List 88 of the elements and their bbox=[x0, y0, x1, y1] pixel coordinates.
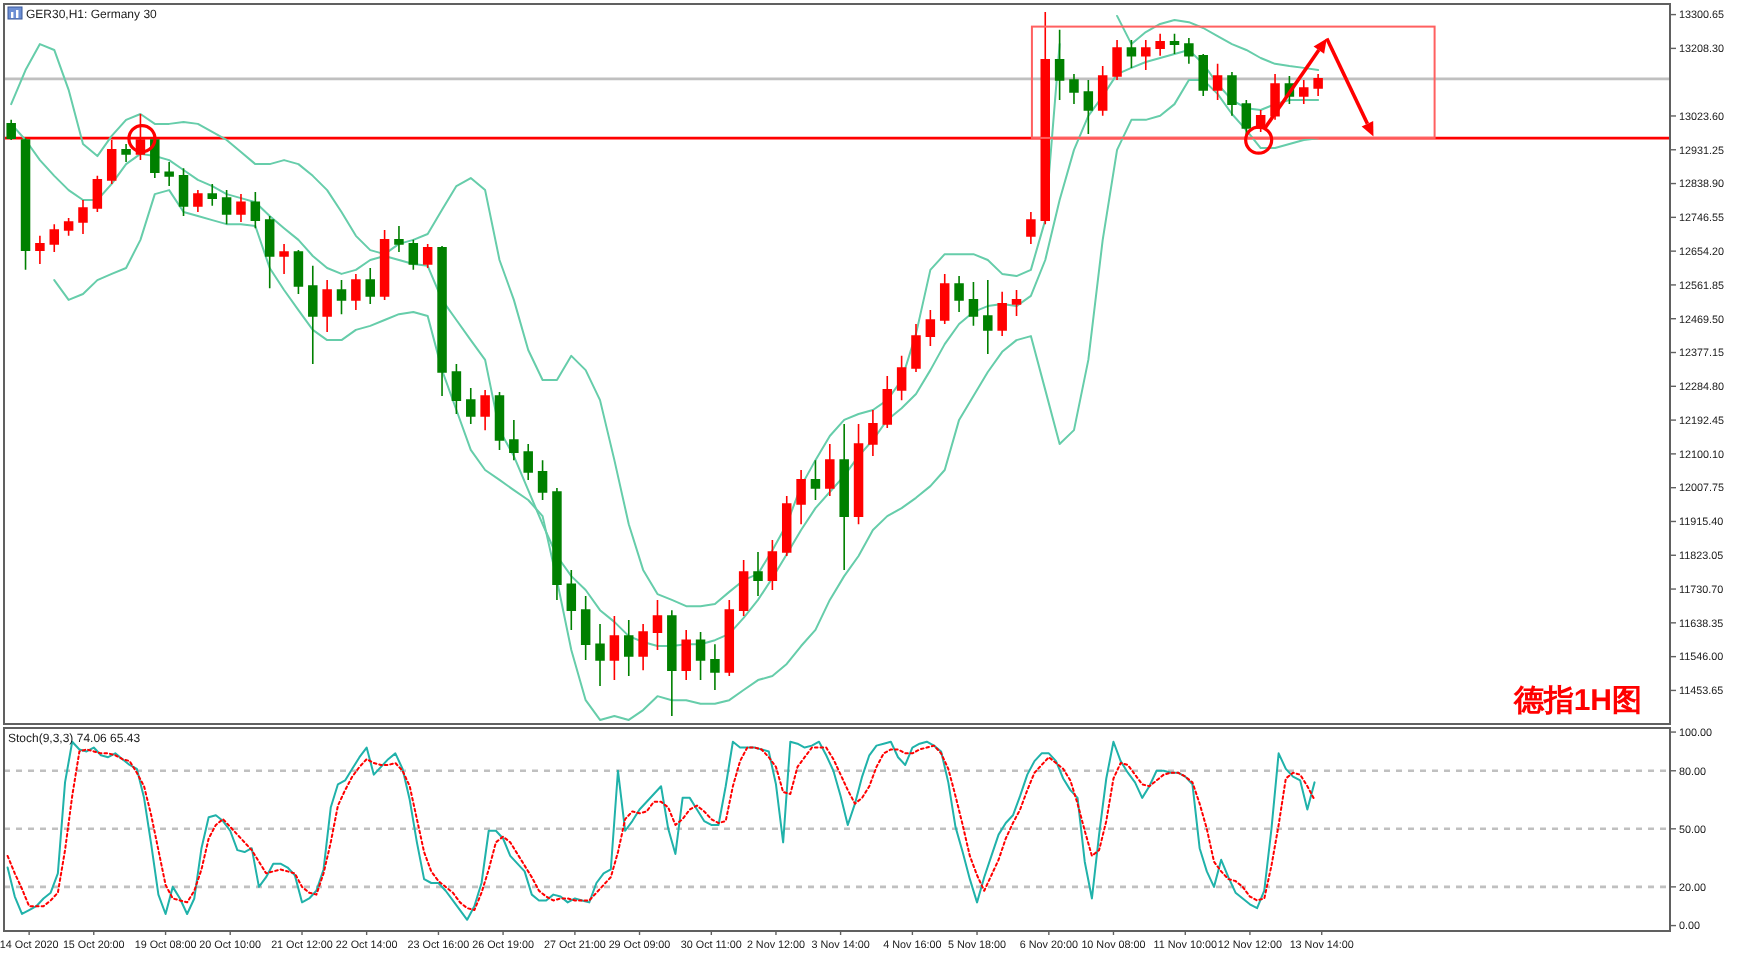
candlestick bbox=[451, 363, 462, 415]
candlestick bbox=[566, 569, 577, 631]
candlestick bbox=[221, 189, 232, 225]
candlestick bbox=[322, 279, 332, 333]
candlestick bbox=[1198, 53, 1208, 97]
candlestick bbox=[20, 137, 31, 271]
candlestick bbox=[954, 275, 964, 313]
candlestick bbox=[293, 249, 304, 295]
candlestick bbox=[853, 423, 864, 525]
candlestick bbox=[178, 167, 189, 217]
candlestick bbox=[1069, 73, 1079, 105]
candlestick bbox=[1026, 211, 1036, 245]
candlestick bbox=[997, 291, 1007, 337]
candlestick bbox=[983, 279, 993, 355]
candlestick bbox=[379, 229, 390, 301]
candlestick bbox=[796, 469, 806, 525]
candlestick bbox=[1241, 99, 1252, 137]
candlestick bbox=[1141, 39, 1151, 71]
candlestick bbox=[264, 215, 275, 289]
candlestick bbox=[1083, 79, 1094, 135]
candlestick bbox=[968, 281, 979, 327]
candlestick bbox=[236, 193, 246, 223]
candlestick bbox=[1054, 29, 1065, 101]
candlestick bbox=[437, 245, 447, 397]
candlestick bbox=[279, 243, 289, 275]
candlestick bbox=[925, 309, 936, 347]
candlestick bbox=[1299, 79, 1309, 105]
candlestick bbox=[480, 389, 490, 431]
candlestick bbox=[767, 539, 778, 591]
candlestick bbox=[78, 199, 88, 235]
candlestick bbox=[408, 239, 419, 271]
candlestick bbox=[1313, 73, 1323, 97]
candlestick bbox=[1097, 65, 1108, 117]
candlestick bbox=[92, 175, 103, 213]
candlestick bbox=[868, 409, 878, 457]
candlestick bbox=[1227, 71, 1237, 117]
candlestick bbox=[121, 143, 131, 163]
candlestick bbox=[365, 267, 375, 305]
candlestick bbox=[882, 375, 893, 429]
candlestick bbox=[839, 423, 849, 571]
candlestick bbox=[394, 225, 404, 253]
candlestick bbox=[1184, 37, 1194, 65]
candlestick bbox=[552, 487, 562, 601]
candlestick bbox=[667, 609, 677, 717]
candlestick bbox=[422, 243, 433, 269]
candlestick bbox=[710, 643, 720, 691]
candlestick bbox=[35, 235, 45, 265]
candlestick bbox=[825, 443, 835, 497]
candlestick bbox=[724, 599, 735, 677]
candlestick bbox=[738, 559, 749, 617]
candlestick bbox=[681, 629, 691, 681]
candlestick bbox=[207, 183, 217, 207]
candlestick bbox=[652, 599, 663, 651]
candlestick bbox=[6, 119, 16, 141]
candlestick bbox=[63, 217, 74, 237]
candlestick bbox=[466, 387, 476, 425]
candlestick bbox=[609, 615, 620, 681]
candlestick bbox=[638, 623, 648, 671]
candlestick bbox=[896, 355, 907, 401]
candlestick bbox=[1270, 73, 1280, 121]
candlestick bbox=[911, 323, 921, 373]
candlestick bbox=[336, 279, 347, 315]
candlestick bbox=[1169, 33, 1180, 55]
annotation: 德指1H图 bbox=[1511, 684, 1642, 718]
candlestick bbox=[695, 631, 706, 681]
candlestick bbox=[939, 273, 950, 325]
candlestick bbox=[308, 265, 318, 365]
candlestick bbox=[1112, 39, 1122, 81]
candlestick bbox=[1011, 289, 1022, 317]
candlestick bbox=[1155, 33, 1165, 57]
candlestick bbox=[781, 495, 792, 557]
candlestick bbox=[494, 391, 505, 451]
candlestick bbox=[810, 459, 821, 501]
candlestick bbox=[164, 161, 174, 187]
candlestick bbox=[580, 595, 591, 661]
candlestick bbox=[753, 551, 763, 597]
candlestick bbox=[193, 189, 203, 213]
candlestick bbox=[509, 419, 519, 461]
candlestick bbox=[595, 623, 605, 687]
candlestick bbox=[1126, 39, 1137, 69]
candlestick bbox=[351, 273, 361, 311]
candlestick bbox=[537, 459, 548, 501]
candlestick bbox=[1212, 63, 1223, 101]
candlestick bbox=[624, 619, 634, 677]
candlestick bbox=[523, 443, 533, 481]
candlestick bbox=[1040, 11, 1050, 225]
candlestick bbox=[49, 223, 60, 253]
candlestick bbox=[250, 191, 261, 229]
